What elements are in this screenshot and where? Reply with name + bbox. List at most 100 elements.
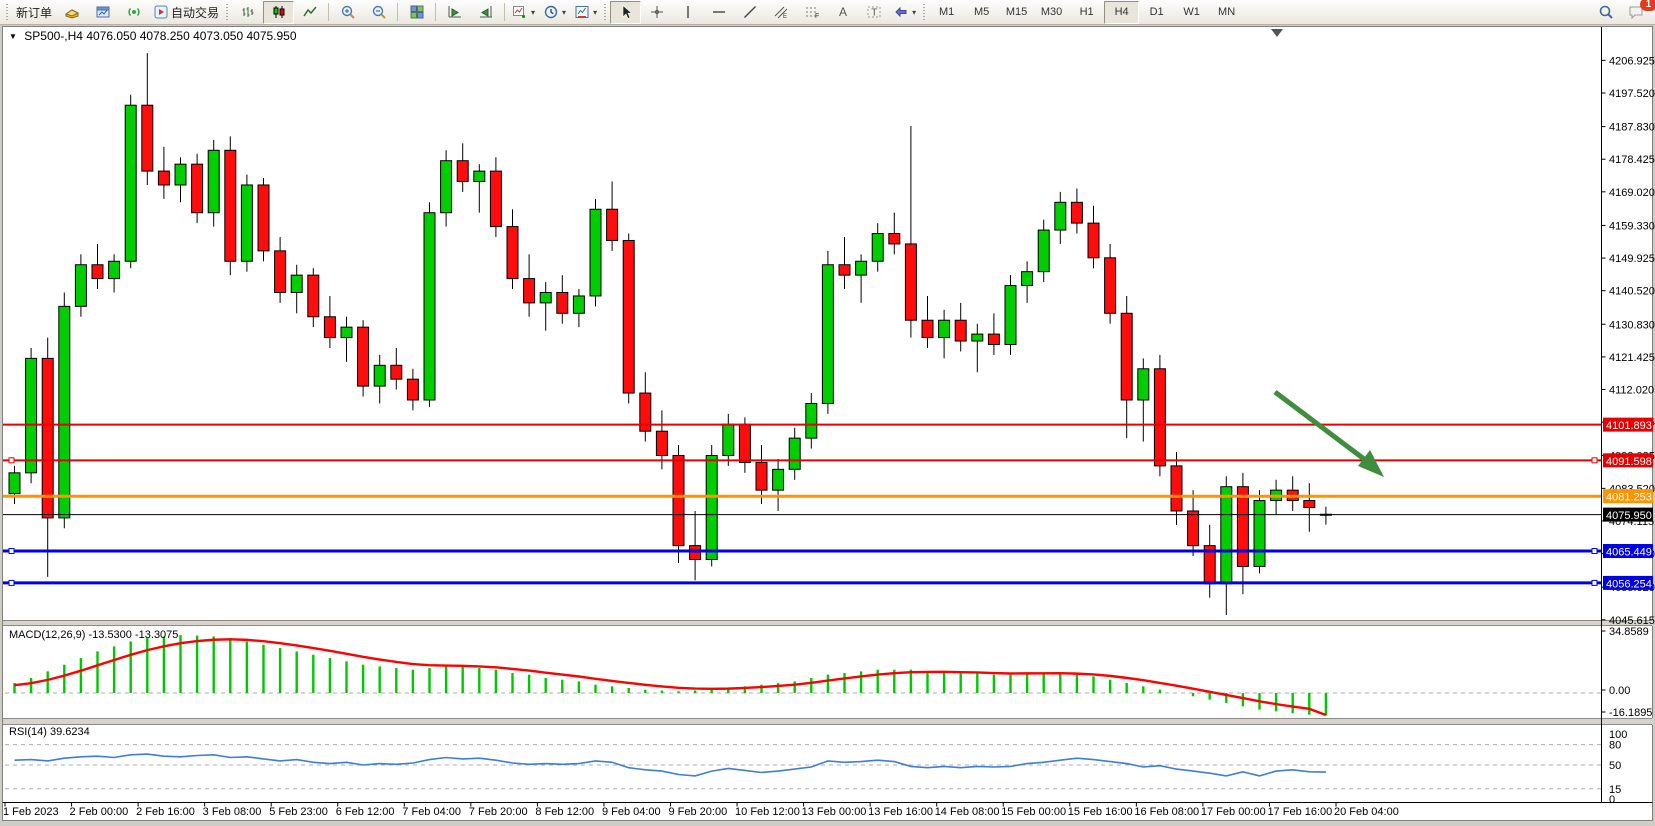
time-tick-label: 8 Feb 12:00 <box>535 806 594 818</box>
templates-button[interactable]: ▾ <box>570 1 601 24</box>
bull-candle <box>805 402 818 439</box>
trendline-button[interactable] <box>734 1 765 24</box>
text-button[interactable]: A <box>827 1 858 24</box>
bear-candle <box>639 392 652 432</box>
bull-candle <box>1137 368 1150 401</box>
timeframe-m30-button[interactable]: M30 <box>1034 1 1069 24</box>
fibonacci-button[interactable]: F <box>796 1 827 24</box>
bear-candle <box>888 233 901 245</box>
charts-window-button[interactable] <box>87 1 118 24</box>
toolbar-group: ▾ ▾ ▾ <box>508 0 601 25</box>
price-tick-label: 4140.520 <box>1609 286 1655 298</box>
hline-button[interactable] <box>703 1 734 24</box>
rsi-level-label: 100 <box>1609 729 1627 741</box>
bear-candle <box>1187 510 1200 547</box>
bear-candle <box>1104 257 1117 314</box>
dropdown-arrow-icon[interactable]: ▾ <box>531 7 536 17</box>
bear-candle <box>224 149 237 262</box>
resistance-line-2-handle[interactable] <box>1591 457 1598 464</box>
line-chart-button[interactable] <box>294 1 325 24</box>
bull-candle <box>938 319 951 339</box>
bear-candle <box>655 430 668 456</box>
shapes-button[interactable]: ▾ <box>889 1 920 24</box>
autotrading-button[interactable]: 自动交易 <box>149 1 223 24</box>
timeframe-h1-button[interactable]: H1 <box>1069 1 1104 24</box>
time-tick-label: 1 Feb 2023 <box>3 806 59 818</box>
chart-shift-button[interactable] <box>470 1 501 24</box>
support-line-1-handle[interactable] <box>1591 548 1598 555</box>
panel-separator-1[interactable] <box>3 620 1653 626</box>
bull-candle <box>539 291 552 304</box>
timeframe-w1-button[interactable]: W1 <box>1174 1 1209 24</box>
rsi-level-label: 0 <box>1609 794 1615 806</box>
candles-icon <box>271 4 287 20</box>
macd-scale-label: -16.1895 <box>1609 707 1652 719</box>
toolbar-group: M1 M5 M15 M30 H1 H4 D1 W1 MN <box>929 0 1244 25</box>
time-tick-label: 7 Feb 20:00 <box>469 806 528 818</box>
time-tick-label: 2 Feb 16:00 <box>136 806 195 818</box>
bear-candle <box>1070 201 1083 224</box>
channel-button[interactable]: E <box>765 1 796 24</box>
support-line-1-price-flag <box>1603 544 1653 559</box>
auto-scroll-button[interactable] <box>439 1 470 24</box>
bear-candle <box>755 461 768 491</box>
vline-icon <box>680 4 696 20</box>
chart-shift-marker-icon[interactable] <box>1271 29 1283 37</box>
zoom-out-button[interactable] <box>363 1 394 24</box>
autotrading-button-label: 自动交易 <box>171 5 220 20</box>
bid-price-line-price-flag <box>1603 507 1653 522</box>
bear-candle <box>307 274 320 318</box>
timeframe-d1-button[interactable]: D1 <box>1139 1 1174 24</box>
indicators-button[interactable]: ▾ <box>508 1 539 24</box>
price-tick-label: 4187.830 <box>1609 122 1655 134</box>
timeframe-m5-button[interactable]: M5 <box>964 1 999 24</box>
timeframe-label: H4 <box>1114 6 1129 18</box>
dropdown-arrow-icon[interactable]: ▾ <box>593 7 598 17</box>
vline-button[interactable] <box>672 1 703 24</box>
resistance-line-2-handle[interactable] <box>8 457 15 464</box>
tile-windows-button[interactable] <box>401 1 432 24</box>
timeframe-mn-button[interactable]: MN <box>1209 1 1244 24</box>
bear-candle <box>954 319 967 342</box>
down-trend-arrow[interactable] <box>1273 390 1370 464</box>
label-button[interactable]: T <box>858 1 889 24</box>
candlestick-button[interactable] <box>263 0 295 24</box>
cursor-icon <box>618 4 634 20</box>
profiles-icon-button[interactable] <box>56 1 87 24</box>
down-trend-arrow-head[interactable] <box>1358 450 1384 477</box>
textT-icon: T <box>866 4 882 20</box>
bar-chart-button[interactable] <box>232 1 263 24</box>
timeframe-label: M5 <box>973 6 990 18</box>
dropdown-arrow-icon[interactable]: ▾ <box>912 7 917 17</box>
notifications-button[interactable]: 1 <box>1621 0 1655 24</box>
toolbar-separator <box>504 3 506 21</box>
time-tick-label: 20 Feb 04:00 <box>1334 806 1399 818</box>
search-button[interactable] <box>1590 1 1621 24</box>
macd-axis[interactable]: 34.8589 0.00 -16.1895 <box>1601 626 1653 719</box>
crosshair-button[interactable] <box>641 1 672 24</box>
support-line-1-handle[interactable] <box>8 548 15 555</box>
bull-candle <box>722 423 735 456</box>
timeframe-h4-button[interactable]: H4 <box>1104 0 1140 24</box>
time-axis[interactable]: 1 Feb 2023 2 Feb 00:00 2 Feb 16:00 3 Feb 08… <box>3 802 1399 819</box>
zoom-in-button[interactable] <box>332 1 363 24</box>
signals-button[interactable] <box>118 1 149 24</box>
toolbar-separator <box>435 3 437 21</box>
bull-candle <box>1253 500 1266 567</box>
fibo-icon: F <box>804 4 820 20</box>
dropdown-arrow-icon[interactable]: ▾ <box>562 7 567 17</box>
timeframe-m15-button[interactable]: M15 <box>999 1 1034 24</box>
notification-badge: 1 <box>1640 0 1655 11</box>
bull-candle <box>174 163 187 186</box>
timeframe-m1-button[interactable]: M1 <box>929 1 964 24</box>
cursor-button[interactable] <box>610 0 642 24</box>
linechart-icon <box>302 4 318 20</box>
periods-button[interactable]: ▾ <box>539 1 570 24</box>
panel-separator-2[interactable] <box>3 718 1653 725</box>
bear-candle <box>157 170 170 186</box>
new-order-button[interactable]: 新订单 <box>12 1 56 24</box>
support-line-2-handle[interactable] <box>1591 579 1598 586</box>
support-line-2-handle[interactable] <box>8 579 15 586</box>
